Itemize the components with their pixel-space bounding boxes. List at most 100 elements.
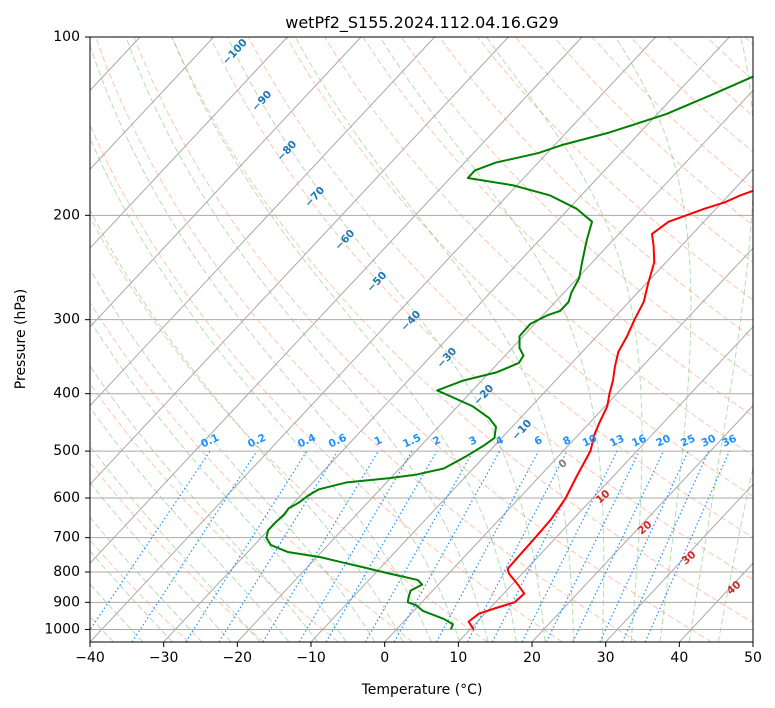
dry-adiabat (90, 123, 563, 642)
moist-adiabat (294, 37, 575, 642)
moist-adiabat (171, 37, 517, 642)
mixing-ratio-label: 1 (372, 434, 384, 448)
mixing-ratio-label: 16 (630, 433, 648, 450)
mixing-ratio-line (545, 450, 640, 642)
isotherm-line (384, 247, 753, 642)
isotherm-label: −50 (365, 269, 390, 294)
moist-adiabat (125, 37, 489, 642)
chart-title: wetPf2_S155.2024.112.04.16.G29 (285, 13, 559, 33)
isotherm-label: −60 (333, 227, 358, 252)
dry-adiabat (90, 216, 488, 642)
moist-adiabat-label: 30 (680, 549, 699, 568)
y-tick-label: 1000 (44, 621, 80, 637)
mixing-ratio-line (364, 450, 474, 642)
isotherm-label: −80 (275, 138, 300, 163)
y-tick-label: 400 (53, 386, 80, 402)
moist-adiabat (90, 481, 232, 642)
isotherm-line (310, 168, 753, 642)
x-tick-label: 50 (744, 650, 762, 666)
x-tick-label: −20 (223, 650, 253, 666)
dry-adiabat (95, 37, 638, 642)
x-tick-label: −30 (149, 650, 179, 666)
moist-adiabat (90, 406, 290, 642)
mixing-ratio-label: 8 (561, 434, 573, 448)
isotherm-line (90, 37, 362, 328)
isotherm-line (531, 404, 753, 642)
moist-adiabat (717, 465, 753, 642)
y-axis: 100 200 300 400 500 600 700 800 900 1000 (44, 29, 90, 637)
mixing-ratio-label: 36 (720, 433, 738, 450)
moist-adiabat (486, 37, 643, 642)
dry-adiabat (400, 37, 753, 378)
isotherm-line (457, 326, 753, 642)
mixing-ratio-line (644, 450, 730, 642)
mixing-ratio-line (262, 450, 379, 642)
mixing-ratio-line (599, 450, 689, 642)
y-tick-label: 500 (53, 443, 80, 459)
x-tick-label: −40 (75, 650, 105, 666)
mixing-ratio-label: 25 (679, 433, 697, 450)
mixing-ratio-label: 3 (467, 434, 479, 448)
x-tick-label: 30 (597, 650, 615, 666)
y-tick-label: 100 (53, 29, 80, 45)
mixing-ratio-line (435, 450, 540, 642)
mixing-ratio-label: 4 (494, 434, 506, 448)
mixing-ratio-line (325, 450, 438, 642)
isotherm-label: −90 (250, 88, 275, 113)
moist-adiabat (90, 43, 461, 642)
dry-adiabat (209, 37, 753, 581)
isotherm-line (90, 37, 583, 564)
dry-adiabat (744, 37, 753, 46)
moist-adiabat (90, 319, 347, 642)
isotherm-line (90, 37, 215, 171)
isotherm-label: −20 (472, 382, 497, 407)
plot-clip-group (0, 37, 753, 642)
x-axis: −40 −30 −20 −10 0 10 20 30 40 50 (75, 642, 762, 666)
x-axis-title: Temperature (°C) (361, 682, 483, 698)
moist-adiabat (90, 137, 432, 642)
y-tick-label: 800 (53, 564, 80, 580)
moist-adiabat (90, 208, 404, 642)
isotherm-line (0, 37, 66, 642)
y-axis-title: Pressure (hPa) (13, 289, 29, 389)
moist-adiabat (90, 516, 203, 642)
mixing-ratio-label: 0.1 (199, 432, 221, 451)
isotherm-line (90, 37, 288, 249)
isotherm-line (236, 89, 753, 642)
temperature-line (467, 189, 753, 631)
dry-adiabat (438, 37, 753, 339)
isotherm-line (90, 37, 509, 486)
isotherm-label: −100 (220, 37, 250, 68)
isotherm-line (90, 37, 657, 642)
dry-adiabat (133, 37, 712, 642)
y-tick-label: 900 (53, 594, 80, 610)
x-tick-label: −10 (296, 650, 326, 666)
mixing-ratio-label: 30 (699, 433, 717, 450)
mixing-ratio-label: 2 (431, 434, 443, 448)
y-tick-label: 200 (53, 207, 80, 223)
moist-adiabat (688, 37, 753, 642)
mixing-ratio-label: 0.4 (296, 432, 318, 451)
x-tick-label: 20 (523, 650, 541, 666)
mixing-ratio-label: 13 (608, 433, 626, 450)
moist-adiabat (379, 37, 605, 642)
x-tick-label: 10 (449, 650, 467, 666)
dry-adiabat (90, 461, 264, 642)
mixing-ratio-label: 6 (533, 434, 545, 448)
mixing-ratio-label: 20 (654, 433, 672, 450)
y-tick-label: 700 (53, 530, 80, 546)
mixing-ratio-line (572, 450, 664, 642)
mixing-ratio-label: 0.2 (246, 432, 268, 451)
dry-adiabat (591, 37, 753, 190)
x-tick-label: 40 (670, 650, 688, 666)
isotherm-line (90, 37, 436, 407)
isotherm-line (163, 37, 730, 642)
moist-adiabat (614, 37, 692, 642)
mixing-ratio-line (393, 450, 501, 642)
dry-adiabat (667, 37, 753, 117)
moist-adiabat (226, 37, 546, 642)
plot-area: −100−90−80−70−60−50−40−30−20−100.1 0.2 0.4… (0, 36, 754, 643)
y-tick-label: 600 (53, 490, 80, 506)
plot-frame (89, 36, 754, 643)
